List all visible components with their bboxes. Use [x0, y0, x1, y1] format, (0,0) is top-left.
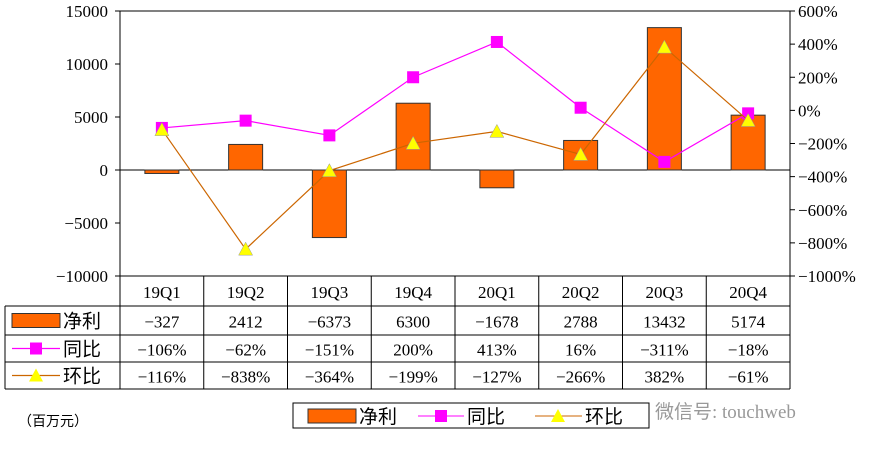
- bar-20Q3: [646, 27, 682, 171]
- marker-square: [490, 35, 503, 48]
- marker-triangle: [238, 241, 254, 256]
- legend-key-bar: [11, 313, 61, 328]
- category-label: 19Q3: [310, 283, 348, 302]
- table-cell: −1678: [475, 313, 519, 332]
- legend-key-triangle: [29, 368, 43, 382]
- bar-19Q2: [228, 143, 264, 171]
- marker-square: [407, 71, 420, 84]
- table-cell: −61%: [728, 368, 769, 387]
- legend-bar-key: [307, 408, 357, 424]
- marker-triangle: [656, 39, 672, 54]
- legend-label: 净利: [359, 406, 397, 428]
- table-cell: 2788: [564, 313, 598, 332]
- marker-square: [574, 101, 587, 114]
- line-同比: [161, 41, 749, 163]
- table-cell: −106%: [137, 341, 186, 360]
- table-cell: 413%: [477, 341, 517, 360]
- category-label: 20Q2: [562, 283, 600, 302]
- y-left-tick-label: −5000: [64, 214, 108, 233]
- table-cell: −838%: [221, 368, 270, 387]
- table-cell: 200%: [393, 341, 433, 360]
- legend-square-key: [435, 410, 447, 422]
- y-right-tick-label: 400%: [798, 35, 838, 54]
- table-cell: −116%: [138, 368, 187, 387]
- table-cell: −266%: [556, 368, 605, 387]
- marker-triangle: [740, 112, 756, 127]
- table-cell: −6373: [308, 313, 352, 332]
- table-cell: −311%: [640, 341, 689, 360]
- marker-square: [658, 155, 671, 168]
- y-right-tick-label: −800%: [798, 234, 847, 253]
- row-label: 净利: [63, 311, 101, 333]
- y-left-tick-label: 10000: [66, 55, 109, 74]
- marker-triangle: [321, 163, 337, 177]
- y-left-tick-label: 5000: [74, 108, 108, 127]
- table-cell: 13432: [643, 313, 686, 332]
- bar-19Q3: [311, 169, 347, 239]
- table-cell: 2412: [229, 313, 263, 332]
- category-label: 20Q1: [478, 283, 516, 302]
- category-label: 20Q4: [729, 283, 767, 302]
- table-cell: −62%: [225, 341, 266, 360]
- marker-triangle: [405, 135, 421, 150]
- marker-square: [323, 129, 336, 142]
- marker-triangle: [489, 123, 505, 138]
- y-right-tick-label: 200%: [798, 68, 838, 87]
- y-right-tick-label: −200%: [798, 135, 847, 154]
- y-right-tick-label: −600%: [798, 201, 847, 220]
- table-cell: −327: [144, 313, 180, 332]
- table-cell: −151%: [305, 341, 354, 360]
- marker-square: [239, 114, 252, 127]
- y-left-tick-label: 15000: [66, 2, 109, 21]
- category-label: 20Q3: [645, 283, 683, 302]
- legend-label: 同比: [467, 406, 505, 428]
- table-cell: 382%: [645, 368, 685, 387]
- plot-area: [119, 10, 791, 277]
- watermark: 微信号: touchweb: [655, 401, 796, 423]
- legend-label: 环比: [585, 406, 623, 428]
- category-label: 19Q2: [227, 283, 265, 302]
- table-cell: −199%: [389, 368, 438, 387]
- marker-triangle: [573, 146, 589, 161]
- table-cell: 16%: [565, 341, 596, 360]
- y-left-tick-label: 0: [100, 161, 109, 180]
- unit-note: （百万元）: [18, 414, 88, 430]
- category-label: 19Q1: [143, 283, 181, 302]
- y-left-tick-label: −10000: [56, 267, 108, 286]
- marker-triangle: [154, 122, 170, 136]
- row-label: 同比: [63, 339, 101, 361]
- category-label: 19Q4: [394, 283, 432, 302]
- table-cell: −127%: [472, 368, 521, 387]
- bar-20Q1: [479, 169, 515, 189]
- table-cell: −18%: [728, 341, 769, 360]
- y-right-tick-label: −400%: [798, 168, 847, 187]
- table-cell: −364%: [305, 368, 354, 387]
- legend-key-square: [30, 342, 42, 355]
- y-right-tick-label: 0%: [798, 101, 821, 120]
- bar-19Q1: [144, 169, 180, 174]
- legend-triangle-key: [551, 409, 565, 422]
- table-cell: 5174: [731, 313, 766, 332]
- y-right-tick-label: −1000%: [798, 267, 856, 286]
- table-cell: 6300: [396, 313, 430, 332]
- row-label: 环比: [63, 366, 101, 388]
- y-right-tick-label: 600%: [798, 2, 838, 21]
- line-环比: [161, 46, 749, 251]
